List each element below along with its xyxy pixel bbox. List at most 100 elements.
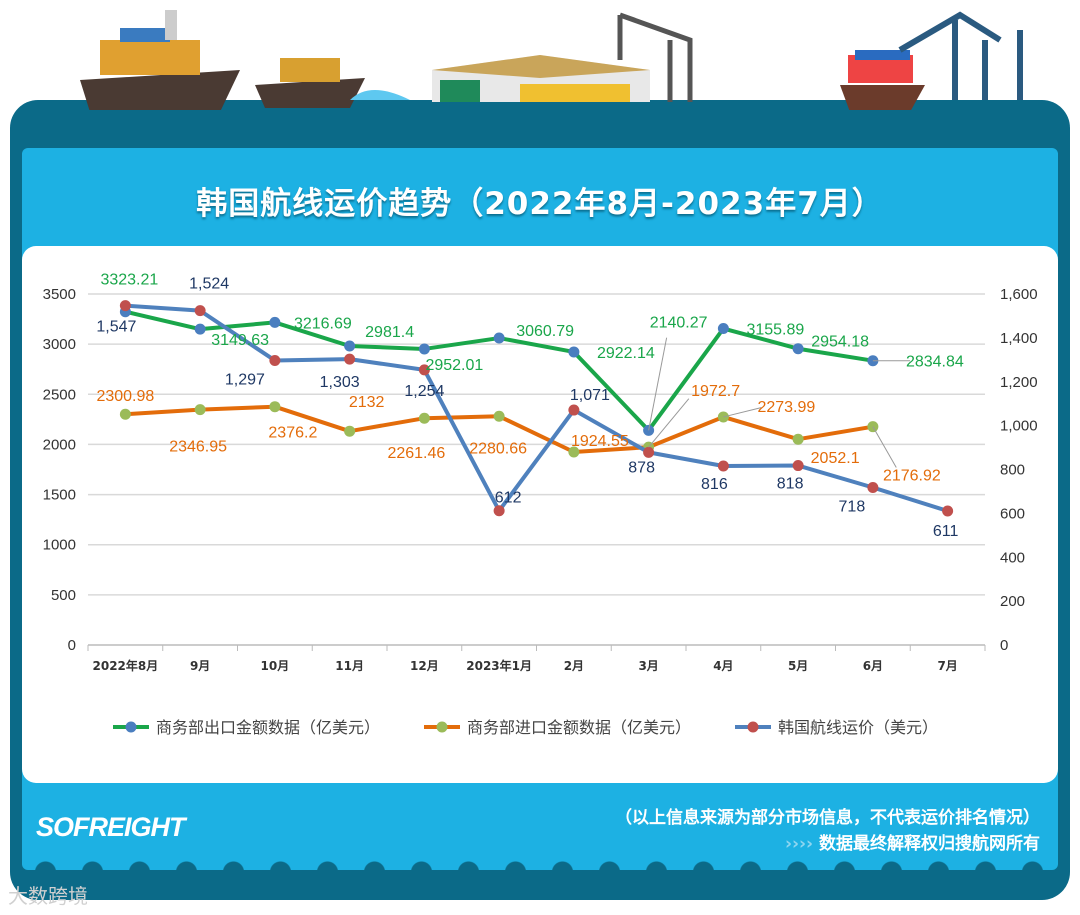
x-axis-tick: 2022年8月 xyxy=(93,658,159,673)
left-axis-tick: 0 xyxy=(68,637,76,654)
data-label: 818 xyxy=(777,476,804,493)
left-axis-tick: 2000 xyxy=(43,436,76,453)
chart-card xyxy=(22,246,1058,783)
data-label: 2981.4 xyxy=(365,324,414,341)
data-point xyxy=(194,305,206,317)
data-label: 2346.95 xyxy=(169,439,227,456)
data-label: 2176.92 xyxy=(883,468,941,485)
data-label: 1,524 xyxy=(189,276,229,293)
data-point xyxy=(792,433,804,445)
leader-line xyxy=(648,337,668,431)
data-point xyxy=(493,410,505,422)
data-label: 2954.18 xyxy=(811,334,869,351)
data-label: 2952.01 xyxy=(425,357,483,374)
source-note: （以上信息来源为部分市场信息，不代表运价排名情况） xyxy=(615,808,1040,828)
copyright-note: ›››› 数据最终解释权归搜航网所有 xyxy=(785,829,1040,854)
x-axis-tick: 6月 xyxy=(863,659,883,673)
series-line xyxy=(125,303,949,513)
warehouse-icon xyxy=(432,55,650,102)
legend-label: 韩国航线运价（美元） xyxy=(778,718,938,737)
data-point xyxy=(344,340,356,352)
data-point xyxy=(792,460,804,472)
data-point xyxy=(493,505,505,517)
sofreight-logo: SOFREIGHT xyxy=(36,812,186,842)
right-axis-tick: 200 xyxy=(1000,593,1025,610)
scallop-border xyxy=(22,858,1058,872)
data-label: 3323.21 xyxy=(100,272,158,289)
crane-icon xyxy=(617,12,693,102)
x-axis-tick: 2023年1月 xyxy=(466,658,532,673)
page-title: 韩国航线运价趋势（2022年8月-2023年7月） xyxy=(196,186,884,222)
data-point xyxy=(418,412,430,424)
right-axis-tick: 1,000 xyxy=(1000,418,1038,435)
data-label: 3155.89 xyxy=(746,322,804,339)
data-point xyxy=(643,446,655,458)
data-label: 2132 xyxy=(349,394,385,411)
data-label: 2273.99 xyxy=(757,399,815,416)
data-label: 816 xyxy=(701,476,728,493)
copyright-text: 数据最终解释权归搜航网所有 xyxy=(819,834,1040,854)
right-axis-tick: 1,400 xyxy=(1000,330,1038,347)
data-label: 1,547 xyxy=(96,319,136,336)
legend-label: 商务部出口金额数据（亿美元） xyxy=(156,718,380,737)
leader-line xyxy=(723,407,762,418)
left-axis-tick: 1000 xyxy=(43,537,76,554)
data-point xyxy=(717,460,729,472)
data-label: 1,071 xyxy=(570,387,610,404)
x-axis-tick: 3月 xyxy=(638,659,658,673)
x-axis-tick: 4月 xyxy=(713,659,733,673)
left-axis-tick: 500 xyxy=(51,587,76,604)
data-label: 718 xyxy=(839,498,866,515)
cargo-ship-icon xyxy=(80,10,240,110)
x-axis-tick: 5月 xyxy=(788,659,808,673)
data-point xyxy=(119,300,131,312)
leader-line xyxy=(872,426,897,468)
x-axis-tick: 7月 xyxy=(937,659,957,673)
data-label: 3216.69 xyxy=(294,315,352,332)
legend-marker xyxy=(747,721,759,733)
leader-line xyxy=(648,398,690,448)
data-point xyxy=(344,353,356,365)
data-label: 1972.7 xyxy=(691,383,740,400)
left-axis-tick: 2500 xyxy=(43,386,76,403)
x-axis-tick: 10月 xyxy=(261,659,290,673)
data-label: 3149.63 xyxy=(211,332,269,349)
data-point xyxy=(568,346,580,358)
data-point xyxy=(792,343,804,355)
data-point xyxy=(119,408,131,420)
small-ship-icon xyxy=(255,58,410,108)
data-point xyxy=(568,404,580,416)
left-axis-tick: 3000 xyxy=(43,336,76,353)
data-point xyxy=(194,323,206,335)
legend-marker xyxy=(436,721,448,733)
data-label: 2280.66 xyxy=(469,440,527,457)
data-label: 2140.27 xyxy=(650,314,708,331)
left-axis-tick: 1500 xyxy=(43,487,76,504)
data-label: 1924.55 xyxy=(571,433,629,450)
watermark: 大数跨境 xyxy=(8,884,88,908)
data-label: 2922.14 xyxy=(597,345,655,362)
right-axis-tick: 1,200 xyxy=(1000,374,1038,391)
data-label: 612 xyxy=(495,490,522,507)
data-label: 2376.2 xyxy=(268,425,317,442)
data-label: 2834.84 xyxy=(906,354,964,371)
x-axis-tick: 9月 xyxy=(190,659,210,673)
data-point xyxy=(493,332,505,344)
right-axis-tick: 800 xyxy=(1000,462,1025,479)
left-axis-tick: 3500 xyxy=(43,286,76,303)
data-label: 2261.46 xyxy=(387,445,445,462)
data-point xyxy=(867,481,879,493)
legend-marker xyxy=(125,721,137,733)
right-axis-tick: 0 xyxy=(1000,637,1008,654)
container-ship-icon xyxy=(840,50,925,110)
data-point xyxy=(717,323,729,335)
data-label: 611 xyxy=(933,523,959,540)
right-axis-tick: 600 xyxy=(1000,505,1025,522)
data-label: 2052.1 xyxy=(811,450,860,467)
data-label: 1,297 xyxy=(225,371,265,388)
data-point xyxy=(269,354,281,366)
data-label: 3060.79 xyxy=(516,323,574,340)
right-axis-tick: 400 xyxy=(1000,549,1025,566)
data-point xyxy=(269,401,281,413)
